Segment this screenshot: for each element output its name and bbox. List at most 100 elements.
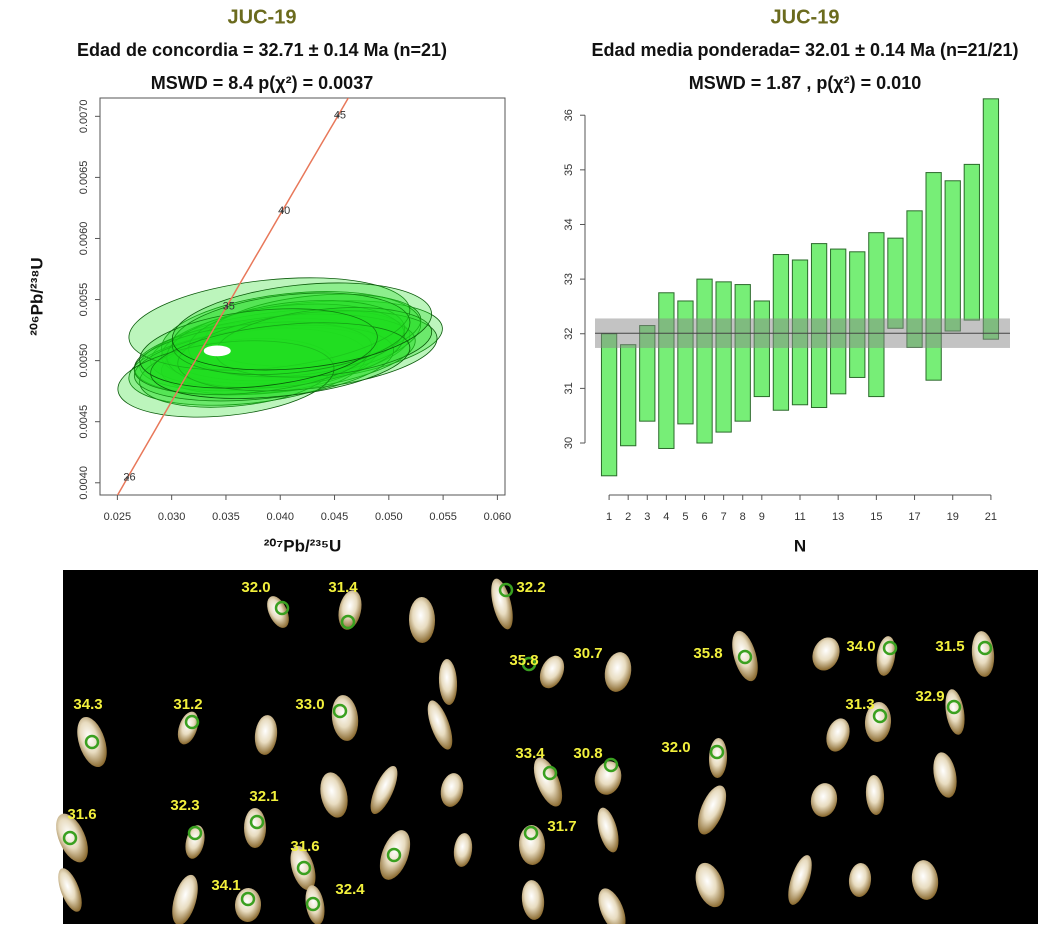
spot-age-label: 32.1 — [249, 788, 278, 805]
crystal — [598, 888, 626, 929]
age-bar — [600, 333, 618, 477]
x-tick-label: 5 — [682, 511, 688, 523]
x-tick-label: 0.025 — [104, 511, 132, 523]
analysis-spot — [84, 734, 100, 750]
crystal — [695, 862, 725, 908]
age-bar — [887, 237, 904, 329]
analysis-spot — [946, 699, 962, 715]
crystal — [254, 715, 278, 755]
photo — [63, 570, 1038, 924]
spot-age-label: 32.0 — [661, 739, 690, 756]
analysis-spot — [340, 614, 356, 630]
spot-age-label: 30.7 — [573, 645, 602, 662]
spot-age-label: 31.6 — [290, 838, 319, 855]
spot-age-label: 31.5 — [935, 638, 964, 655]
analysis-spot — [296, 860, 312, 876]
age-bar — [982, 98, 1000, 340]
spot-age-label: 32.4 — [335, 881, 365, 898]
x-tick-label: 13 — [832, 511, 844, 523]
plot-frame — [99, 97, 506, 496]
age-bar — [849, 251, 866, 378]
crystal — [697, 785, 727, 835]
error-ellipse — [139, 338, 335, 408]
analysis-spot — [977, 640, 993, 656]
analysis-spot — [709, 744, 725, 760]
analysis-spot — [523, 825, 539, 841]
crystal — [539, 655, 565, 689]
y-axis-label: ²⁰⁶Pb/²³⁸U — [27, 257, 46, 335]
crystal — [812, 637, 840, 671]
x-tick-label: 0.030 — [158, 511, 186, 523]
age-bar — [868, 232, 885, 398]
crystal — [876, 636, 896, 676]
analysis-spot — [305, 896, 321, 912]
spot-age-label: 32.0 — [241, 579, 270, 596]
spot-age-label: 31.4 — [328, 579, 358, 596]
chart-subtitle: Edad de concordia = 32.71 ± 0.14 Ma (n=2… — [77, 40, 447, 60]
crystal — [521, 880, 545, 920]
crystal — [911, 860, 939, 900]
crystal — [533, 757, 563, 807]
x-tick-label: 0.040 — [266, 511, 294, 523]
chart-subtitle: MSWD = 8.4 p(χ²) = 0.0037 — [151, 73, 373, 93]
age-bar — [944, 180, 961, 332]
error-ellipse — [128, 277, 411, 371]
spot-age-label: 31.6 — [67, 806, 96, 823]
error-ellipse — [139, 308, 378, 389]
crystal — [370, 765, 398, 815]
spot-age-label: 30.8 — [573, 745, 602, 762]
spot-age-label: 35.8 — [509, 652, 538, 669]
crystal — [438, 659, 458, 705]
y-tick-label: 0.0070 — [78, 99, 90, 133]
y-tick-label: 33 — [563, 273, 575, 285]
analysis-spot — [498, 582, 514, 598]
y-tick-label: 31 — [563, 382, 575, 394]
crystal — [408, 597, 436, 643]
analysis-spot — [872, 708, 888, 724]
crystal — [338, 590, 362, 630]
y-tick-label: 0.0060 — [78, 222, 90, 256]
y-tick-label: 36 — [563, 109, 575, 121]
crystal — [491, 578, 513, 630]
analysis-spot — [386, 847, 402, 863]
concordia-tick-label: 40 — [278, 205, 290, 217]
chart-title: JUC-19 — [228, 6, 297, 28]
x-axis-label: N — [794, 536, 806, 555]
spot-age-label: 33.0 — [295, 696, 324, 713]
x-tick-label: 0.045 — [321, 511, 349, 523]
spot-age-label: 32.3 — [170, 797, 199, 814]
crystal — [597, 807, 619, 853]
x-tick-label: 6 — [701, 511, 707, 523]
y-tick-label: 32 — [563, 328, 575, 340]
spot-age-label: 32.9 — [915, 688, 944, 705]
crystal — [290, 845, 316, 891]
x-tick-label: 3 — [644, 511, 650, 523]
crystal — [77, 716, 107, 768]
x-tick-label: 15 — [870, 511, 882, 523]
crystal — [331, 695, 359, 741]
crystal — [826, 718, 850, 752]
x-tick-label: 21 — [985, 511, 997, 523]
concordia-tick — [280, 209, 284, 213]
x-tick-label: 9 — [759, 511, 765, 523]
age-bar — [658, 292, 675, 449]
plot-area: 26 35 40 45 — [116, 98, 443, 495]
age-bar — [715, 281, 732, 433]
spot-age-label: 34.0 — [846, 638, 875, 655]
x-tick-label: 19 — [947, 511, 959, 523]
chart-subtitle: Edad media ponderada= 32.01 ± 0.14 Ma (n… — [591, 40, 1018, 60]
y-tick-label: 0.0050 — [78, 344, 90, 378]
x-tick-label: 2 — [625, 511, 631, 523]
crystal — [848, 863, 872, 897]
analysis-spot — [737, 649, 753, 665]
crystal — [440, 773, 464, 807]
analysis-spot — [332, 703, 348, 719]
spot-age-label: 31.2 — [173, 696, 202, 713]
x-tick-label: 0.055 — [429, 511, 457, 523]
spot-age-label: 34.1 — [211, 877, 240, 894]
crystal — [58, 868, 82, 912]
spot-age-label: 31.7 — [547, 818, 576, 835]
crystal — [379, 830, 411, 880]
analysis-spot — [882, 640, 898, 656]
